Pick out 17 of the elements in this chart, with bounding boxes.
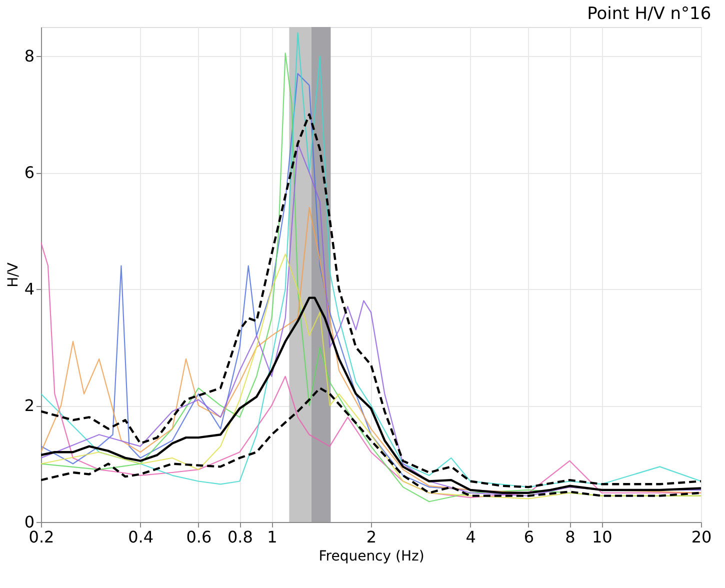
x-tick-label: 20 [691,528,712,546]
y-axis-title: H/V [5,262,22,288]
x-tick-label: 1 [267,528,278,546]
y-tick-label: 4 [24,280,34,299]
y-tick-label: 6 [24,163,34,182]
x-tick-label: 4 [466,528,476,546]
y-tick-label: 8 [24,46,34,66]
x-tick-label: 10 [592,528,612,546]
x-tick-label: 0.6 [186,528,212,546]
x-tick-label: 6 [524,528,534,546]
x-axis-title: Frequency (Hz) [318,548,424,564]
x-tick-label: 8 [565,528,576,546]
x-tick-label: 0.4 [128,528,154,546]
chart-title: Point H/V n°16 [587,4,712,24]
y-tick-label: 2 [24,396,34,416]
x-tick-label: 0.8 [227,528,253,546]
x-tick-label: 2 [366,528,377,546]
